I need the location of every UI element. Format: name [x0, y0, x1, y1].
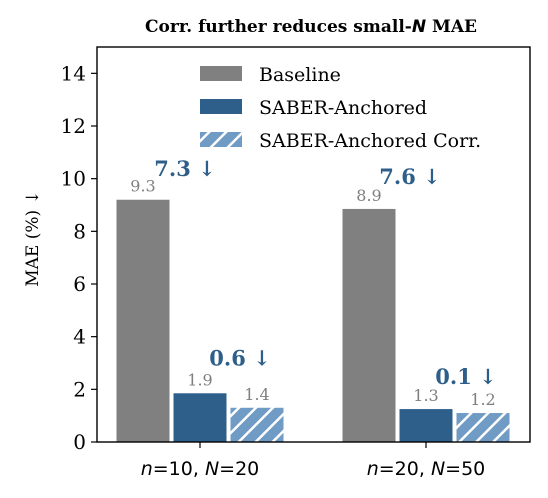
legend-label: SABER-Anchored — [259, 97, 427, 119]
bar-value-label: 8.9 — [356, 186, 381, 205]
legend-label: Baseline — [259, 64, 341, 86]
chart-title: Corr. further reduces small-N MAE — [145, 17, 477, 37]
legend-swatch — [200, 132, 242, 147]
bar-saber-anchored-corr--1 — [456, 413, 510, 442]
y-tick-label: 2 — [73, 377, 86, 401]
x-tick-label: n=10, N=20 — [141, 458, 260, 480]
bar-value-label: 1.4 — [244, 385, 269, 404]
x-tick-label: n=20, N=50 — [367, 458, 486, 480]
plot-frame — [96, 46, 531, 443]
legend-label: SABER-Anchored Corr. — [259, 130, 481, 152]
plot-area: 0 2 4 6 8 10 12 14 MAE (%) ↓ 9.3 8.9 1.9 1.3 1.4 1.2 7.… — [23, 46, 531, 480]
y-tick-label: 10 — [61, 167, 86, 191]
bar-saber-anchored-0 — [173, 393, 227, 442]
y-axis-label: MAE (%) ↓ — [23, 190, 43, 287]
y-tick-label: 14 — [61, 61, 86, 85]
legend-swatch — [200, 99, 242, 114]
y-tick-label: 6 — [73, 272, 86, 296]
bar-saber-anchored-1 — [399, 409, 453, 442]
reduction-annotation: 0.6 ↓ — [209, 346, 270, 371]
bar-value-label: 1.9 — [187, 370, 212, 389]
legend: Baseline SABER-Anchored SABER-Anchored Cor… — [200, 64, 481, 152]
bar-baseline-0 — [116, 199, 170, 442]
y-tick-label: 0 — [73, 430, 86, 454]
bar-saber-anchored-corr--0 — [230, 407, 284, 442]
y-tick-label: 8 — [73, 219, 86, 243]
y-tick-label: 12 — [61, 114, 86, 138]
y-tick-label: 4 — [73, 325, 86, 349]
reduction-annotation: 7.6 ↓ — [379, 164, 440, 189]
bar-value-label: 9.3 — [130, 177, 155, 196]
bar-baseline-1 — [342, 208, 396, 442]
reduction-annotation: 0.1 ↓ — [435, 364, 496, 389]
legend-swatch — [200, 66, 242, 81]
bar-value-label: 1.3 — [413, 386, 438, 405]
bar-value-label: 1.2 — [470, 390, 495, 409]
reduction-annotation: 7.3 ↓ — [154, 156, 215, 181]
